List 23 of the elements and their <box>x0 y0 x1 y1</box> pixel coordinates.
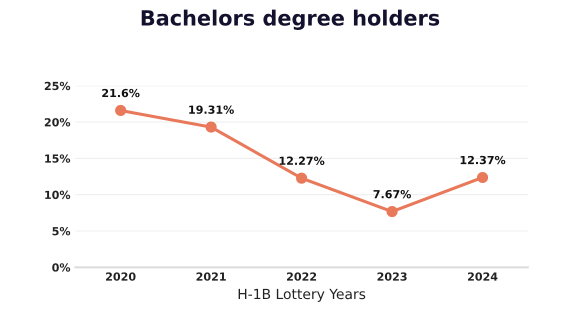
y-tick-label: 0% <box>52 263 70 272</box>
x-axis-title: H-1B Lottery Years <box>238 288 366 302</box>
y-tick-label: 15% <box>45 154 70 163</box>
x-tick-label: 2024 <box>468 272 498 281</box>
data-label: 12.37% <box>460 156 506 164</box>
data-label: 7.67% <box>374 190 411 198</box>
y-tick-label: 20% <box>44 118 70 126</box>
point <box>386 206 398 218</box>
x-tick-label: 2023 <box>377 272 407 281</box>
x-tick-label: 2022 <box>287 272 316 281</box>
point <box>115 104 126 116</box>
data-label: 12.27% <box>280 156 324 165</box>
y-tick-label: 25% <box>44 82 70 90</box>
x-tick-label: 2020 <box>106 272 136 281</box>
chart-title: Bachelors degree holders <box>142 10 440 30</box>
data-label: 21.6% <box>102 88 140 98</box>
point <box>206 122 217 133</box>
data-label: 19.31% <box>189 105 234 114</box>
y-tick-label: 10% <box>45 190 70 200</box>
x-tick-label: 2021 <box>196 272 226 281</box>
y-tick-label: 5% <box>52 226 70 236</box>
point <box>296 172 308 184</box>
point <box>477 172 488 184</box>
